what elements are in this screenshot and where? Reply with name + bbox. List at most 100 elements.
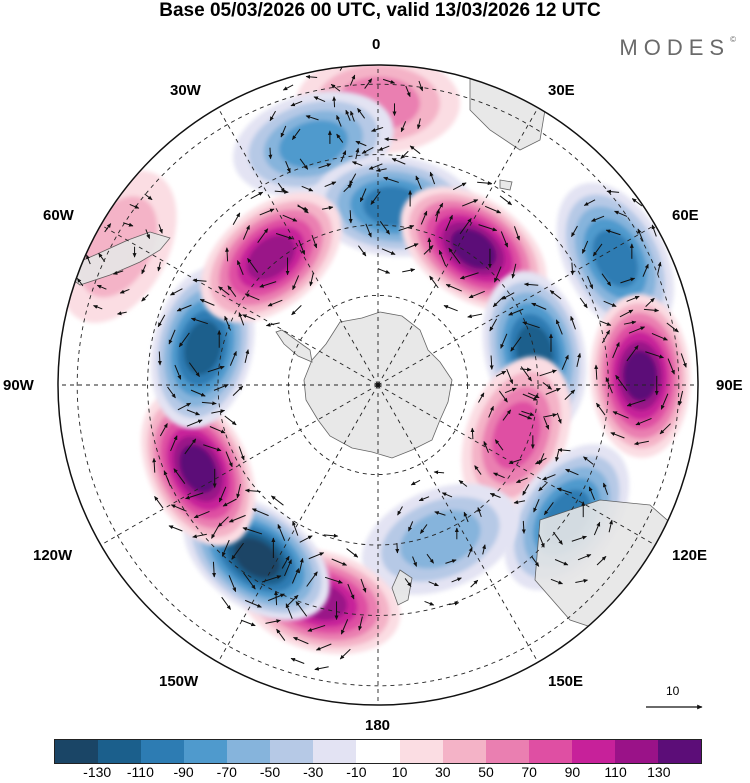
wind-arrow (299, 535, 313, 543)
wind-arrow (152, 457, 157, 473)
colorbar-swatch-0 (55, 740, 99, 763)
wind-arrow (500, 231, 509, 248)
wind-arrow (557, 447, 571, 452)
wind-arrow (570, 315, 576, 330)
wind-arrow (382, 37, 392, 38)
wind-arrow (378, 145, 390, 151)
wind-arrow (552, 531, 563, 545)
wind-arrow (358, 40, 367, 45)
wind-arrow (121, 178, 132, 183)
wind-arrow (185, 492, 204, 500)
wind-arrow (347, 583, 355, 600)
lon-label-60w: 60W (43, 207, 74, 224)
colorbar-tick-label: 130 (647, 764, 671, 780)
wind-arrow (311, 234, 318, 249)
wind-arrow (350, 110, 355, 122)
lon-label-150w: 150W (159, 673, 199, 690)
wind-arrow (592, 243, 603, 257)
wind-arrow (240, 619, 256, 627)
wind-arrow (193, 511, 210, 519)
wind-arrow (602, 482, 609, 495)
wind-arrow (276, 628, 286, 641)
wind-arrow (284, 559, 292, 577)
lon-label-90e: 90E (716, 377, 743, 394)
wind-arrow (349, 74, 356, 86)
lon-label-180: 180 (365, 717, 391, 734)
wind-arrow (290, 100, 303, 107)
wind-arrow (228, 575, 237, 593)
wind-arrow (76, 277, 84, 287)
wind-arrow (550, 578, 563, 585)
lon-label-30e: 30E (548, 82, 575, 99)
wind-arrow (232, 212, 241, 225)
wind-arrow (144, 193, 153, 201)
lon-label-0: 0 (372, 36, 381, 53)
wind-arrow (298, 557, 304, 574)
wind-arrow (535, 457, 547, 465)
wind-arrow (637, 228, 644, 242)
wind-arrow (400, 150, 409, 159)
wind-arrow (285, 161, 291, 173)
wind-arrow (610, 432, 625, 439)
meridian-line (377, 384, 539, 663)
wind-arrow (168, 329, 176, 345)
wind-arrow (531, 556, 540, 567)
wind-arrow (577, 554, 592, 561)
wind-arrow (538, 482, 547, 492)
wind-arrow (565, 468, 579, 476)
wind-arrow (511, 263, 517, 279)
wind-arrow (186, 419, 203, 427)
colorbar-swatch-7 (356, 740, 400, 763)
wind-arrow (224, 415, 237, 426)
wind-arrow (190, 389, 206, 397)
wind-arrow (218, 486, 227, 503)
wind-arrow (367, 57, 377, 61)
wind-arrow (323, 533, 339, 538)
wind-arrow (538, 534, 545, 548)
wind-arrow (231, 542, 244, 560)
wind-arrow (355, 147, 360, 160)
wind-arrow (318, 163, 332, 169)
wind-arrow (375, 168, 387, 173)
wind-arrow (571, 535, 587, 542)
wind-arrow (423, 245, 434, 255)
wind-arrow (228, 514, 246, 523)
wind-arrow (290, 657, 305, 664)
wind-arrow (493, 472, 505, 479)
wind-arrow (614, 210, 628, 217)
wind-arrow (502, 409, 512, 421)
wind-arrow (292, 520, 299, 536)
wind-arrow (236, 260, 244, 276)
wind-arrow (420, 210, 428, 225)
wind-arrow (141, 264, 147, 275)
wind-arrow (307, 624, 326, 632)
wind-arrow (261, 575, 282, 583)
wind-arrow (631, 198, 643, 207)
wind-arrow (211, 524, 220, 539)
wind-arrow (538, 453, 545, 465)
wind-arrow (238, 312, 245, 326)
wind-arrow (576, 352, 582, 367)
colorbar-swatch-5 (270, 740, 314, 763)
wind-arrow (308, 552, 325, 560)
wind-arrow (336, 133, 344, 143)
wind-arrow (86, 254, 91, 265)
wind-arrow (324, 576, 343, 584)
wind-arrow (129, 203, 140, 209)
wind-arrow (281, 555, 290, 569)
wind-arrow (489, 493, 501, 498)
wind-arrow (513, 500, 526, 505)
wind-arrow (247, 258, 259, 273)
meridian-line (377, 224, 656, 386)
colorbar-swatch-8 (399, 740, 443, 763)
wind-arrow (445, 214, 453, 231)
wind-arrow (177, 402, 192, 411)
wind-arrow (539, 369, 557, 377)
wind-arrow (242, 527, 263, 535)
colorbar-swatch-12 (571, 740, 615, 763)
new-zealand (391, 569, 413, 606)
wind-arrow (451, 577, 462, 583)
wind-arrow (359, 188, 367, 203)
wind-arrow (556, 487, 572, 494)
wind-arrow (268, 147, 273, 160)
